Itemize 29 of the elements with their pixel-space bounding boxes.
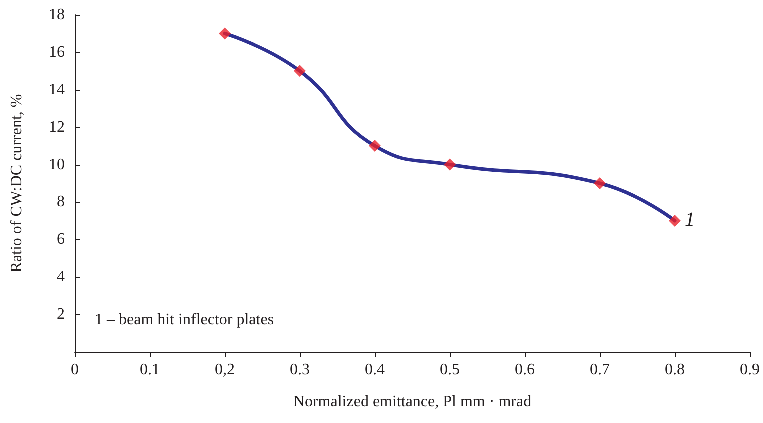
x-axis-title: Normalized emittance, Pl mm · mrad <box>293 394 532 410</box>
x-tick-label: 0.8 <box>665 362 685 378</box>
point <box>594 178 606 190</box>
x-tick-label: 0.1 <box>140 362 160 378</box>
y-tick-label: 4 <box>57 268 65 286</box>
y-axis-title: Ratio of CW:DC current, % <box>8 94 26 273</box>
y-tick-label: 14 <box>49 81 65 98</box>
x-tick-label: 0,2 <box>215 362 235 378</box>
y-tick-label: 16 <box>49 44 65 61</box>
x-tick-label: 0.9 <box>740 362 760 378</box>
y-tick-label: 6 <box>57 231 65 248</box>
x-tick-label: 0.5 <box>440 362 460 378</box>
point <box>219 28 231 40</box>
x-tick-label: 0.7 <box>590 362 610 378</box>
x-tick-label: 0.6 <box>515 362 535 378</box>
x-tick-label: 0 <box>71 362 79 378</box>
y-tick-label: 12 <box>49 118 65 136</box>
y-tick-label: 10 <box>49 156 65 174</box>
y-tick-label: 18 <box>49 6 65 24</box>
x-tick-label: 0.3 <box>290 362 310 378</box>
x-tick-label: 0.4 <box>365 362 385 378</box>
point <box>369 140 381 152</box>
point <box>669 214 681 227</box>
annotation: 1 – beam hit inflector plates <box>95 312 274 328</box>
point <box>294 65 306 78</box>
y-tick-label: 8 <box>57 194 65 211</box>
y-tick-label: 2 <box>57 306 65 324</box>
annotation: 1 <box>685 208 695 231</box>
point <box>444 158 456 171</box>
